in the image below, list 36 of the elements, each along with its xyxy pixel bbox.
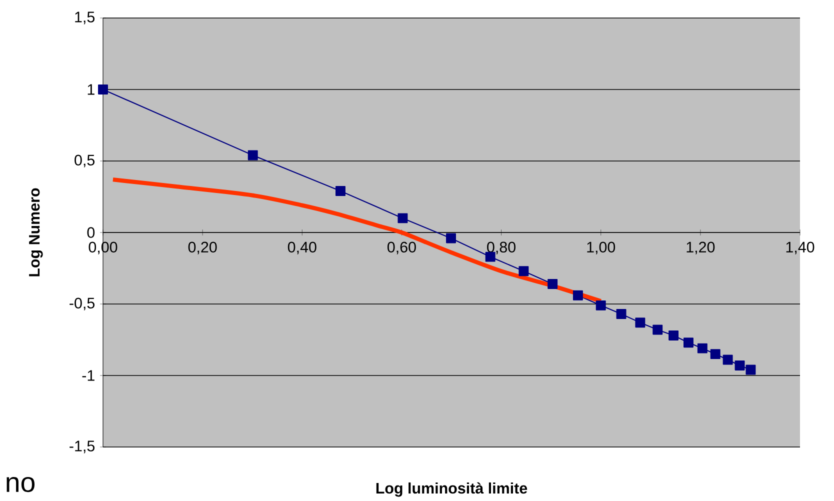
x-tick-label: 1,00 xyxy=(587,242,616,254)
point xyxy=(248,150,258,160)
y-tick-label: 1 xyxy=(88,84,94,95)
x-tick-label: 1,40 xyxy=(786,242,814,254)
point xyxy=(446,233,456,244)
y-tick-label: -0,5 xyxy=(70,298,95,310)
point xyxy=(98,84,108,94)
point xyxy=(652,324,663,335)
point xyxy=(697,343,708,354)
x-tick-label: 0,40 xyxy=(288,242,316,254)
y-tick-label: 0,5 xyxy=(74,154,95,168)
point xyxy=(734,360,745,370)
point xyxy=(722,354,733,365)
point xyxy=(548,278,558,289)
point xyxy=(684,337,694,348)
x-tick-label: 0,80 xyxy=(487,242,516,254)
point xyxy=(668,330,679,340)
point xyxy=(710,348,720,359)
x-tick-label: 0,60 xyxy=(387,242,416,254)
point xyxy=(746,364,756,375)
y-tick-label: -1 xyxy=(82,370,94,381)
point xyxy=(335,186,346,196)
point xyxy=(518,266,529,276)
point xyxy=(398,213,408,224)
y-tick-label: 1,5 xyxy=(75,12,95,24)
point xyxy=(616,308,626,319)
y-axis-title: Log Numero xyxy=(29,188,43,276)
x-axis-title: Log luminosità limite xyxy=(376,482,528,497)
x-tick-label: 1,20 xyxy=(686,242,715,254)
point xyxy=(572,290,583,300)
y-tick-label: 0 xyxy=(87,226,95,238)
text: no xyxy=(6,476,35,492)
point xyxy=(596,300,606,310)
x-tick-label: 0,20 xyxy=(188,242,217,254)
y-tick-label: -1,5 xyxy=(70,440,95,454)
point xyxy=(635,317,646,328)
